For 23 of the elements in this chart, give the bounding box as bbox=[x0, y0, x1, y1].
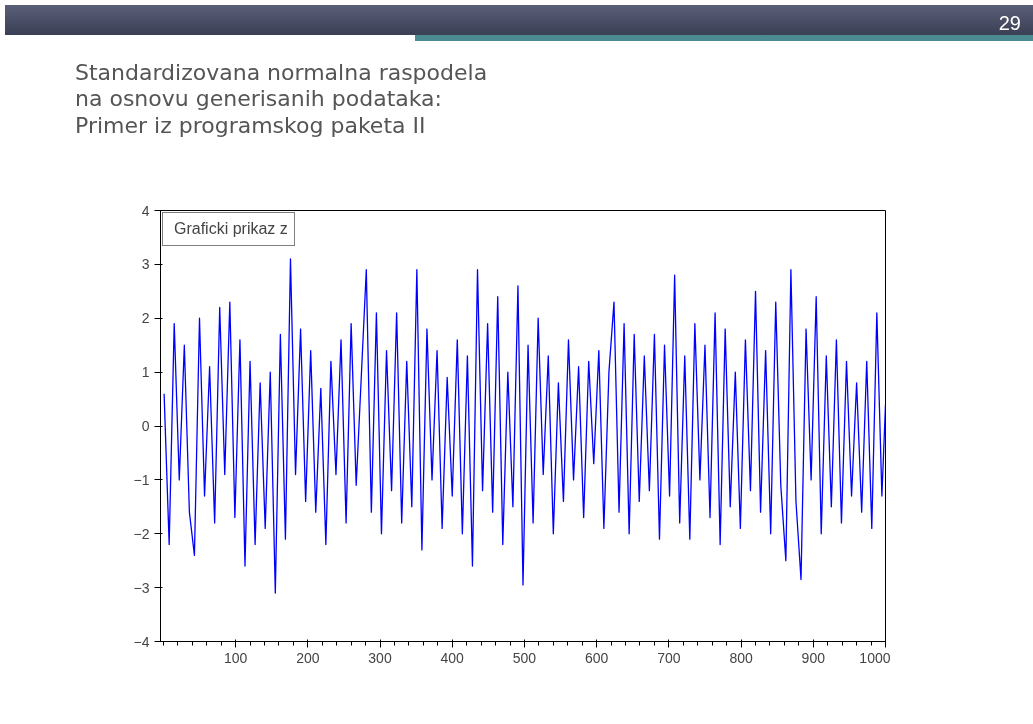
x-tick-label: 100 bbox=[223, 649, 248, 666]
x-tick-label: 1000 bbox=[859, 649, 891, 666]
y-tick-label: 3 bbox=[141, 256, 150, 273]
x-tick-label: 500 bbox=[512, 649, 537, 666]
x-tick-label: 900 bbox=[801, 649, 826, 666]
y-tick-label: 0 bbox=[141, 418, 150, 434]
x-tick-label: 700 bbox=[657, 649, 681, 666]
x-tick-label: 800 bbox=[729, 649, 753, 666]
y-tick-label: −2 bbox=[133, 525, 150, 542]
y-tick-label: −1 bbox=[133, 471, 150, 488]
text: 29 bbox=[5, 5, 1033, 35]
x-tick-label: 200 bbox=[296, 649, 320, 666]
x-tick-label: 400 bbox=[440, 649, 465, 666]
line-series bbox=[163, 258, 886, 594]
x-tick-label: 300 bbox=[368, 649, 392, 666]
y-tick-label: −4 bbox=[133, 633, 150, 650]
series-label: Graficki prikaz z bbox=[174, 220, 288, 238]
chart-title: Standardizovana normalna raspodela na osnovu generisanih podataka: Primer iz programskog paketa II bbox=[75, 60, 488, 140]
y-tick-label: 1 bbox=[141, 364, 150, 381]
y-tick-label: 4 bbox=[141, 202, 150, 219]
x-tick-label: 600 bbox=[584, 649, 609, 666]
y-tick-label: 2 bbox=[141, 310, 150, 327]
y-tick-label: −3 bbox=[133, 579, 150, 596]
